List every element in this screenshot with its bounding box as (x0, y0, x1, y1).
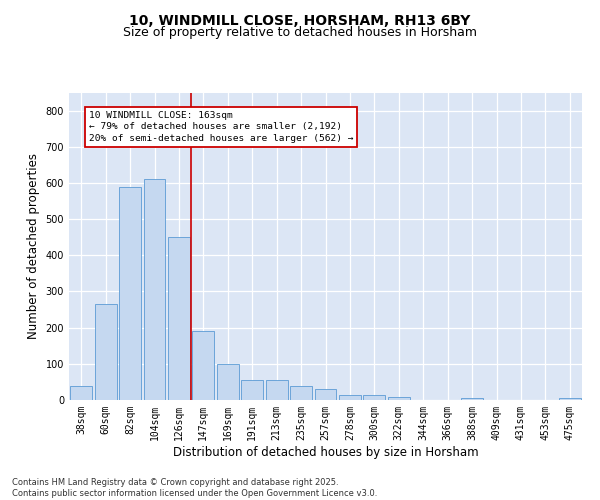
Text: Size of property relative to detached houses in Horsham: Size of property relative to detached ho… (123, 26, 477, 39)
Bar (314, 389, 337, 400)
Bar (364, 394, 385, 400)
Bar (266, 380, 287, 400)
Text: 10 WINDMILL CLOSE: 163sqm
← 79% of detached houses are smaller (2,192)
20% of se: 10 WINDMILL CLOSE: 163sqm ← 79% of detac… (89, 110, 353, 143)
Bar (143, 180, 166, 400)
Text: Contains HM Land Registry data © Crown copyright and database right 2025.
Contai: Contains HM Land Registry data © Crown c… (12, 478, 377, 498)
Y-axis label: Number of detached properties: Number of detached properties (27, 153, 40, 339)
Text: 10, WINDMILL CLOSE, HORSHAM, RH13 6BY: 10, WINDMILL CLOSE, HORSHAM, RH13 6BY (130, 14, 470, 28)
Bar (290, 386, 312, 400)
Bar (70, 386, 92, 400)
Bar (217, 364, 239, 400)
Bar (339, 394, 361, 400)
Bar (559, 398, 581, 400)
Bar (193, 332, 214, 400)
Bar (168, 237, 190, 400)
Bar (95, 304, 116, 400)
Bar (119, 186, 141, 400)
Bar (388, 397, 410, 400)
Bar (461, 398, 483, 400)
X-axis label: Distribution of detached houses by size in Horsham: Distribution of detached houses by size … (173, 446, 478, 458)
Bar (241, 380, 263, 400)
